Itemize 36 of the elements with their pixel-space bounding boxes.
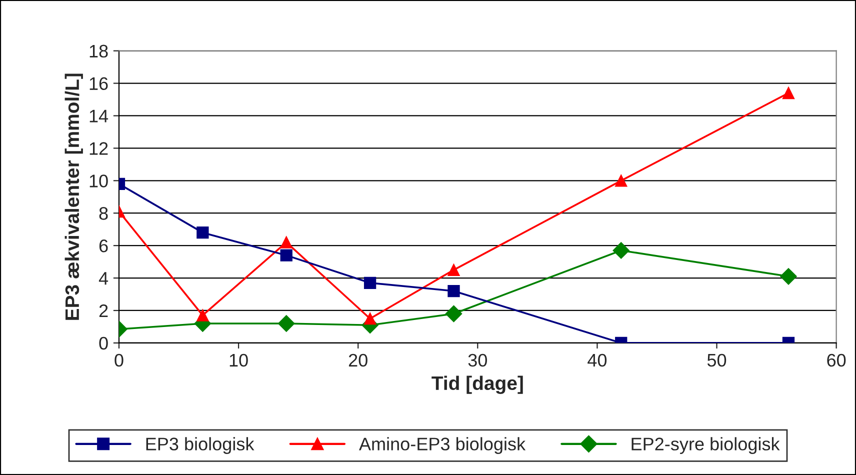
legend-label: Amino-EP3 biologisk — [358, 437, 526, 454]
point — [196, 309, 209, 322]
y-tick-label: 2 — [99, 304, 108, 318]
point — [280, 249, 292, 262]
x-tick-label: 20 — [348, 354, 368, 367]
legend-label: EP2-syre biologisk — [632, 437, 780, 454]
x-tick-label: 40 — [588, 354, 607, 367]
x-tick-label: 30 — [468, 354, 487, 367]
x-tick-label: 10 — [230, 354, 248, 367]
y-tick-label: 10 — [90, 174, 108, 188]
point — [780, 268, 797, 285]
y-tick-label: 18 — [90, 44, 108, 58]
y-tick-label: 16 — [90, 77, 108, 90]
point — [364, 276, 376, 289]
point — [448, 284, 460, 298]
y-tick-label: 8 — [99, 207, 108, 220]
x-axis-title: Tid [dage] — [432, 376, 523, 394]
legend-label: EP3 biologisk — [146, 437, 254, 454]
point — [615, 174, 628, 187]
x-tick-label: 60 — [827, 354, 846, 367]
y-tick-label: 0 — [99, 336, 108, 350]
point — [782, 86, 795, 100]
point — [196, 226, 209, 239]
y-tick-label: 12 — [90, 142, 108, 155]
y-tick-label: 4 — [98, 272, 108, 285]
x-tick-label: 0 — [114, 354, 124, 367]
point — [612, 242, 630, 259]
y-tick-label: 6 — [99, 240, 108, 252]
y-axis-title: EP3 ækvivalenter [mmol/L] — [64, 74, 83, 320]
x-tick-label: 50 — [707, 354, 726, 367]
point — [364, 312, 376, 325]
point — [448, 264, 460, 276]
point — [280, 236, 292, 248]
point — [278, 315, 295, 332]
y-tick-label: 14 — [90, 110, 108, 122]
point — [445, 305, 462, 322]
